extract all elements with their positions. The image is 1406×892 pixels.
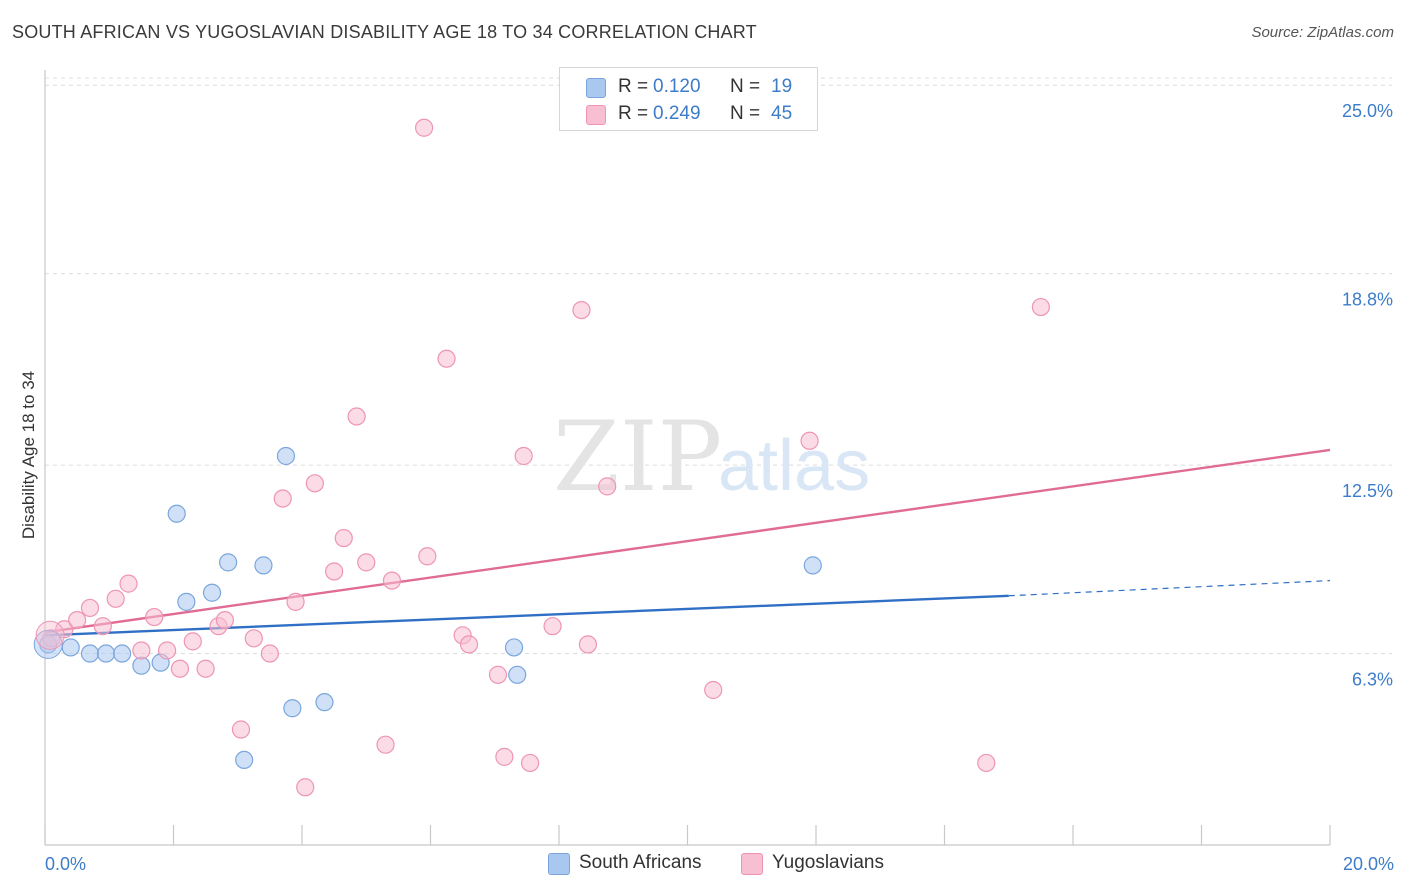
x-tick-label: 0.0% bbox=[45, 854, 86, 874]
y-tick-label: 25.0% bbox=[1342, 101, 1393, 121]
y-tick-label: 6.3% bbox=[1352, 670, 1393, 690]
bottom-legend-swatch-south-africans bbox=[548, 853, 570, 875]
data-point-yugoslavians bbox=[196, 659, 215, 678]
chart-title: SOUTH AFRICAN VS YUGOSLAVIAN DISABILITY … bbox=[12, 22, 757, 42]
data-point-yugoslavians bbox=[106, 589, 125, 608]
data-point-yugoslavians bbox=[305, 474, 324, 493]
data-point-yugoslavians bbox=[382, 571, 402, 590]
data-point-yugoslavians bbox=[357, 553, 376, 572]
y-tick-label: 18.8% bbox=[1342, 290, 1393, 310]
data-point-south-africans bbox=[80, 644, 100, 663]
data-point-yugoslavians bbox=[459, 635, 479, 654]
data-point-yugoslavians bbox=[260, 644, 279, 663]
data-point-yugoslavians bbox=[296, 778, 315, 797]
data-point-yugoslavians bbox=[578, 635, 598, 654]
data-point-yugoslavians bbox=[80, 598, 100, 618]
data-point-yugoslavians bbox=[244, 629, 263, 648]
tick-labels: 6.3% 12.5% 18.8% 25.0% 0.0% 20.0% bbox=[45, 101, 1394, 874]
data-point-south-africans bbox=[202, 583, 222, 602]
legend: R = 0.120 N = 19 R = 0.249 N = 45 bbox=[559, 67, 818, 131]
legend-r-value: 0.249 bbox=[653, 103, 701, 124]
data-point-south-africans bbox=[283, 699, 302, 718]
y-axis-label: Disability Age 18 to 34 bbox=[19, 371, 38, 539]
bottom-legend-label-south-africans: South Africans bbox=[579, 852, 702, 873]
source-label: Source: ZipAtlas.com bbox=[1251, 24, 1394, 41]
data-point-yugoslavians bbox=[598, 477, 617, 496]
data-point-yugoslavians bbox=[286, 592, 305, 611]
watermark-atlas: atlas bbox=[718, 426, 870, 506]
trend-line-south-africans bbox=[44, 594, 1009, 637]
legend-n-value: 45 bbox=[771, 103, 793, 124]
data-point-south-africans bbox=[803, 556, 822, 575]
data-point-south-africans bbox=[254, 556, 273, 575]
data-point-yugoslavians bbox=[132, 641, 151, 660]
legend-swatch-yugoslavians bbox=[586, 105, 606, 125]
data-point-yugoslavians bbox=[170, 659, 190, 678]
data-point-yugoslavians bbox=[93, 617, 112, 636]
legend-swatch-south-africans bbox=[586, 78, 606, 98]
x-tick-label: 20.0% bbox=[1343, 854, 1394, 874]
bottom-legend-swatch-yugoslavians bbox=[741, 853, 763, 875]
data-point-yugoslavians bbox=[231, 720, 251, 739]
data-point-yugoslavians bbox=[543, 617, 562, 636]
data-points bbox=[33, 118, 1050, 797]
data-point-south-africans bbox=[276, 446, 296, 466]
data-point-yugoslavians bbox=[418, 547, 437, 566]
data-point-yugoslavians bbox=[145, 607, 164, 627]
trend-lines bbox=[44, 448, 1331, 637]
data-point-yugoslavians bbox=[68, 610, 87, 630]
data-point-yugoslavians bbox=[157, 641, 177, 660]
data-point-south-africans bbox=[167, 504, 186, 523]
data-point-south-africans bbox=[96, 644, 116, 663]
trend-line-yugoslavians bbox=[44, 448, 1331, 634]
data-point-south-africans bbox=[219, 553, 238, 572]
data-point-yugoslavians bbox=[215, 610, 234, 630]
data-point-south-africans bbox=[33, 629, 63, 659]
legend-r-label: R = bbox=[618, 103, 649, 124]
data-point-yugoslavians bbox=[977, 753, 996, 773]
data-point-south-africans bbox=[132, 656, 151, 675]
data-point-yugoslavians bbox=[183, 632, 202, 651]
legend-n-value: 19 bbox=[771, 76, 793, 97]
data-point-yugoslavians bbox=[35, 620, 65, 650]
legend-r-label: R = bbox=[618, 76, 649, 97]
data-point-south-africans bbox=[504, 638, 524, 657]
data-point-yugoslavians bbox=[273, 489, 292, 508]
data-point-south-africans bbox=[112, 644, 132, 663]
legend-n-label: N = bbox=[730, 76, 761, 97]
trend-extension-south-africans bbox=[1008, 579, 1331, 597]
data-point-south-africans bbox=[235, 750, 254, 770]
data-point-south-africans bbox=[177, 592, 196, 611]
data-point-yugoslavians bbox=[414, 118, 434, 137]
axes bbox=[44, 70, 1331, 846]
data-point-yugoslavians bbox=[572, 300, 591, 320]
y-tick-label: 12.5% bbox=[1342, 481, 1393, 501]
data-point-south-africans bbox=[61, 638, 80, 657]
data-point-yugoslavians bbox=[488, 665, 508, 684]
data-point-yugoslavians bbox=[376, 735, 395, 754]
bottom-legend-label-yugoslavians: Yugoslavians bbox=[772, 852, 884, 873]
data-point-yugoslavians bbox=[347, 407, 366, 426]
data-point-yugoslavians bbox=[334, 528, 353, 548]
data-point-yugoslavians bbox=[437, 349, 456, 368]
data-point-yugoslavians bbox=[514, 446, 533, 466]
data-point-south-africans bbox=[508, 665, 527, 684]
watermark-zip: ZIP bbox=[553, 401, 722, 513]
legend-r-value: 0.120 bbox=[653, 76, 701, 97]
data-point-yugoslavians bbox=[520, 753, 540, 773]
data-point-south-africans bbox=[315, 693, 334, 712]
data-point-yugoslavians bbox=[800, 431, 819, 450]
legend-n-label: N = bbox=[730, 103, 761, 124]
grid-lines bbox=[45, 77, 1392, 655]
watermark: ZIP atlas bbox=[553, 401, 870, 513]
data-point-yugoslavians bbox=[495, 747, 514, 766]
data-point-yugoslavians bbox=[119, 574, 138, 593]
data-point-yugoslavians bbox=[325, 562, 344, 581]
data-point-yugoslavians bbox=[1031, 297, 1050, 317]
data-point-yugoslavians bbox=[704, 680, 723, 700]
